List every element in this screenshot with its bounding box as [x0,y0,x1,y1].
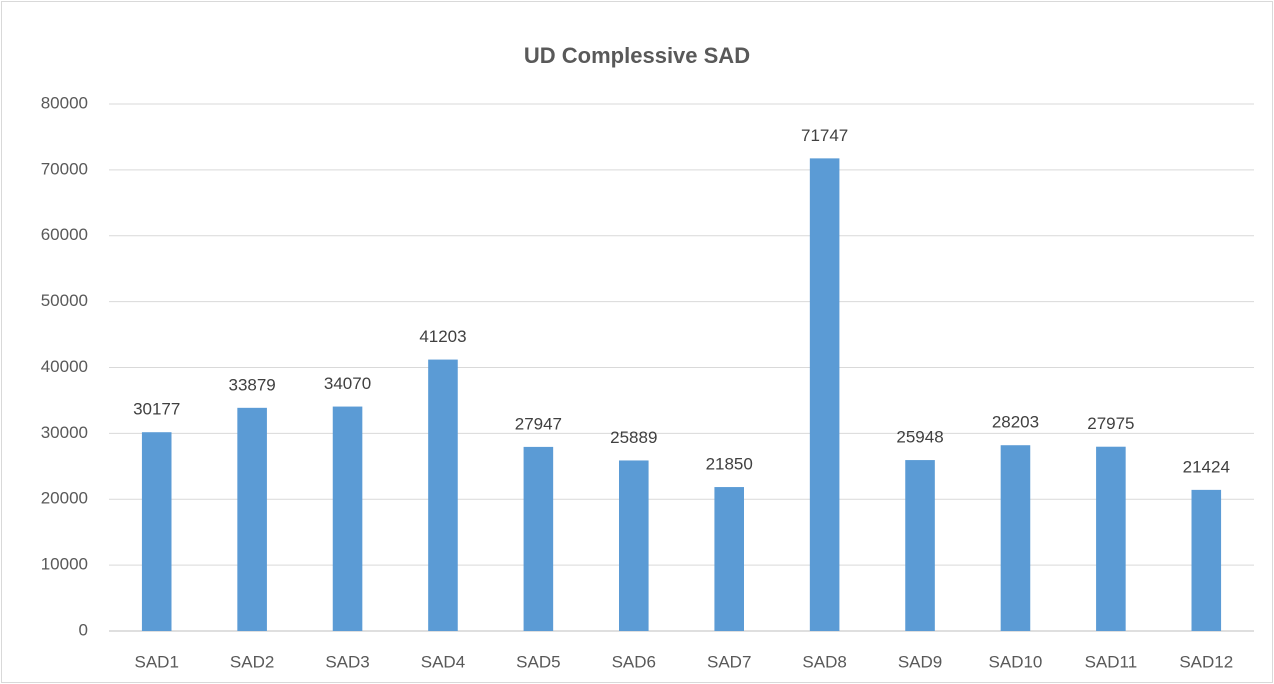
x-tick-label: SAD12 [1179,652,1233,671]
x-tick-label: SAD4 [421,652,465,671]
y-tick-label: 10000 [41,555,88,574]
x-tick-label: SAD5 [516,652,560,671]
y-tick-label: 80000 [41,93,88,112]
data-label: 27947 [515,414,562,433]
x-tick-label: SAD3 [325,652,369,671]
x-tick-label: SAD10 [989,652,1043,671]
data-label: 71747 [801,126,848,145]
data-label: 25948 [896,428,943,447]
y-tick-label: 50000 [41,291,88,310]
data-label: 25889 [610,428,657,447]
bar [1191,489,1222,631]
x-tick-label: SAD1 [134,652,178,671]
y-tick-label: 40000 [41,357,88,376]
bar [1096,446,1126,631]
x-tick-label: SAD2 [230,652,274,671]
data-label: 28203 [992,413,1039,432]
y-tick-label: 20000 [41,489,88,508]
bar [1000,445,1031,631]
y-tick-label: 0 [79,620,88,639]
x-tick-label: SAD7 [707,652,751,671]
chart-title: UD Complessive SAD [524,43,750,68]
bar [332,406,363,631]
y-tick-label: 30000 [41,423,88,442]
bar [619,460,649,631]
bar [905,460,935,631]
y-tick-label: 60000 [41,225,88,244]
data-label: 33879 [228,375,275,394]
data-label: 41203 [419,327,466,346]
bar [237,407,267,631]
x-tick-label: SAD11 [1085,652,1138,671]
data-label: 21850 [706,455,753,474]
x-tick-label: SAD6 [612,652,656,671]
x-tick-label: SAD8 [802,652,846,671]
data-label: 27975 [1087,414,1134,433]
data-label: 34070 [324,374,371,393]
bar [523,446,554,631]
data-label: 21424 [1183,457,1230,476]
bar [809,158,840,631]
bar [428,359,458,631]
bar [714,487,744,631]
bar [141,432,172,631]
x-tick-label: SAD9 [898,652,942,671]
y-tick-label: 70000 [41,159,88,178]
data-label: 30177 [133,400,180,419]
